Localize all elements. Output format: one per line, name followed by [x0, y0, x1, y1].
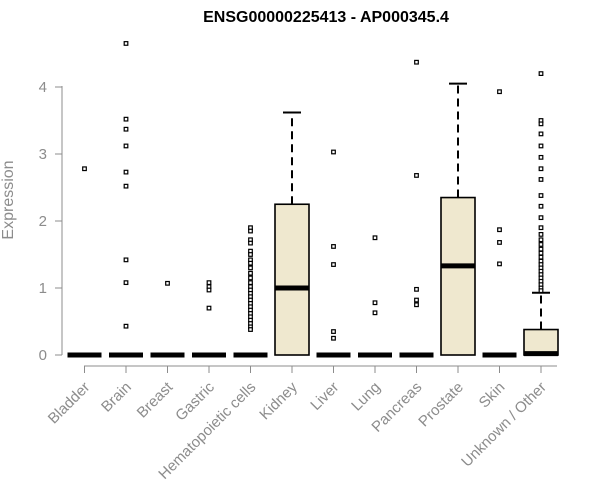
outlier-point: [538, 254, 544, 260]
box-group: [274, 111, 310, 356]
outlier-point: [248, 260, 253, 266]
outlier-point: [248, 265, 253, 271]
box-group: [109, 41, 143, 358]
box-group: [358, 235, 392, 358]
outlier-point: [248, 327, 253, 332]
outlier-point: [206, 305, 212, 311]
x-tick-label: Liver: [307, 379, 342, 414]
outlier-point: [414, 59, 419, 65]
outlier-point: [497, 89, 502, 95]
outlier-point: [248, 228, 253, 234]
box-group: [482, 89, 517, 358]
box-group: [316, 149, 351, 358]
outlier-point: [248, 240, 253, 246]
box-body: [274, 203, 310, 356]
outlier-point: [123, 143, 129, 149]
outlier-point: [538, 143, 544, 149]
outlier-point: [538, 166, 544, 172]
outlier-point: [497, 261, 502, 267]
box-group: [233, 225, 268, 358]
outlier-point: [331, 244, 336, 249]
outlier-point: [414, 297, 419, 303]
outlier-point: [248, 252, 253, 257]
outlier-point: [248, 275, 253, 281]
x-tick-label: Skin: [476, 379, 509, 412]
y-ticks-group: 0 1 2 3 4: [39, 79, 62, 364]
outlier-point: [538, 242, 544, 247]
box-group: [150, 280, 185, 358]
outlier-point: [331, 149, 336, 155]
x-tick-label: Brain: [98, 379, 135, 416]
y-tick-label: 0: [39, 347, 47, 364]
outlier-point: [331, 329, 336, 334]
outlier-point: [538, 121, 544, 127]
outlier-point: [414, 302, 419, 308]
outlier-point: [372, 300, 378, 306]
outlier-point: [123, 41, 129, 46]
x-tick-label: Bladder: [45, 379, 94, 428]
box-group: [523, 71, 559, 357]
y-axis-label: Expression: [0, 160, 17, 239]
outlier-point: [538, 154, 544, 160]
outlier-point: [538, 225, 544, 231]
y-tick-label: 3: [39, 146, 47, 163]
outlier-point: [123, 169, 129, 175]
y-tick-label: 1: [39, 280, 47, 297]
outlier-point: [497, 227, 502, 233]
outlier-point: [538, 237, 544, 243]
outlier-point: [123, 126, 129, 132]
outlier-point: [123, 280, 129, 286]
outlier-point: [538, 246, 544, 252]
outlier-point: [331, 262, 336, 267]
outlier-point: [206, 280, 212, 286]
box-body: [440, 196, 476, 356]
outlier-point: [206, 287, 212, 293]
outlier-point: [538, 203, 544, 209]
outlier-point: [123, 183, 129, 189]
outlier-point: [372, 310, 378, 316]
outlier-point: [123, 116, 129, 122]
outlier-point: [538, 288, 544, 294]
x-tick-label: Breast: [134, 378, 177, 421]
outlier-point: [248, 280, 253, 286]
chart-title: ENSG00000225413 - AP000345.4: [203, 9, 449, 26]
outlier-point: [538, 232, 544, 237]
outlier-point: [82, 166, 87, 172]
outlier-point: [538, 131, 544, 137]
outlier-point: [123, 257, 129, 263]
box-group: [67, 166, 102, 358]
x-tick-label: Prostate: [415, 379, 467, 431]
box-group: [399, 59, 434, 358]
boxes-group: [67, 41, 559, 358]
outlier-point: [538, 215, 544, 221]
x-tick-label: Kidney: [256, 378, 301, 423]
y-tick-label: 4: [39, 79, 47, 96]
outlier-point: [165, 280, 170, 286]
outlier-point: [538, 177, 544, 182]
outlier-point: [372, 235, 378, 241]
outlier-point: [331, 335, 336, 341]
outlier-point: [538, 71, 544, 77]
y-tick-label: 2: [39, 213, 47, 230]
box-group: [192, 280, 226, 358]
outlier-point: [497, 240, 502, 245]
outlier-point: [538, 193, 544, 198]
x-tick-label: Lung: [348, 379, 384, 415]
outlier-point: [248, 270, 253, 276]
outlier-point: [538, 250, 544, 256]
outlier-point: [414, 286, 419, 292]
box-group: [440, 82, 476, 356]
outlier-point: [414, 173, 419, 178]
outlier-point: [123, 323, 129, 329]
